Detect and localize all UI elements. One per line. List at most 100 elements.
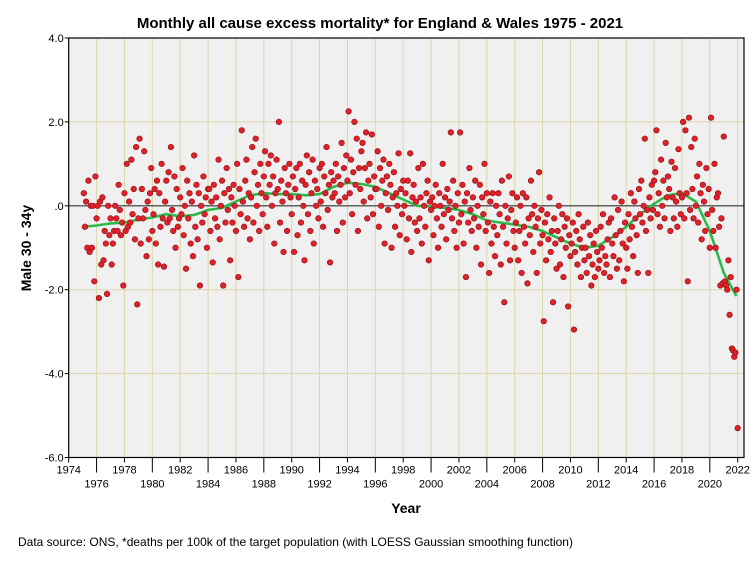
data-point (633, 232, 640, 239)
data-point (668, 158, 675, 165)
data-point (515, 257, 522, 264)
data-point (577, 274, 585, 281)
data-point (213, 194, 220, 201)
data-point (199, 219, 206, 226)
data-point (483, 190, 490, 197)
data-point (369, 211, 377, 218)
data-point (358, 148, 365, 155)
data-point (461, 198, 468, 205)
y-tick-label: .0 (55, 201, 64, 213)
data-point (616, 257, 623, 264)
x-tick-label: 2022 (725, 465, 749, 477)
data-point (385, 206, 392, 214)
data-point (202, 194, 209, 201)
loess-line (82, 181, 738, 297)
x-tick-label: 2012 (586, 479, 610, 491)
data-point (642, 227, 650, 235)
data-point (218, 177, 226, 184)
data-point (247, 194, 255, 201)
data-point (565, 303, 572, 310)
data-point (711, 160, 718, 167)
data-point (171, 173, 178, 180)
data-point (597, 223, 604, 230)
data-point (538, 206, 545, 214)
data-point (168, 206, 176, 214)
data-point (244, 215, 251, 222)
data-point (574, 261, 581, 268)
data-point (207, 227, 214, 235)
data-point (306, 169, 313, 176)
data-point (644, 206, 651, 214)
data-point (296, 160, 303, 167)
data-points (80, 108, 741, 432)
data-point (290, 248, 298, 256)
data-point (596, 257, 603, 264)
data-point (666, 185, 673, 193)
loess-smooth-line (82, 181, 738, 297)
data-point (91, 278, 98, 285)
data-point (119, 219, 126, 226)
data-point (561, 223, 568, 230)
data-point (531, 202, 538, 209)
data-point (439, 160, 446, 167)
data-point (113, 215, 120, 222)
data-point (454, 190, 461, 197)
data-point (315, 215, 322, 222)
data-point (491, 253, 499, 260)
data-point (459, 181, 466, 188)
data-point (396, 232, 403, 239)
data-point (551, 215, 558, 222)
data-point (333, 227, 341, 235)
data-point (144, 198, 151, 205)
data-point (590, 240, 597, 247)
data-point (632, 215, 639, 222)
data-point (545, 236, 552, 243)
x-tick-label: 1984 (196, 479, 220, 491)
data-point (353, 135, 360, 142)
data-point (335, 173, 342, 180)
data-point (712, 244, 719, 251)
data-point (611, 194, 618, 201)
data-point (357, 185, 364, 193)
plot-frame (68, 37, 745, 459)
data-point (475, 223, 482, 230)
data-point (145, 236, 152, 243)
data-point (517, 202, 524, 209)
data-point (209, 259, 216, 266)
data-point (415, 164, 422, 172)
data-point (260, 173, 267, 180)
data-point (193, 181, 200, 188)
data-point (116, 206, 123, 214)
data-point (310, 240, 317, 247)
data-point (146, 190, 154, 197)
data-point (688, 143, 695, 151)
data-point (437, 202, 444, 209)
data-point (469, 194, 476, 201)
data-point (684, 278, 691, 285)
data-point (153, 177, 161, 184)
data-point (389, 194, 396, 201)
data-point (654, 211, 661, 218)
data-point (493, 202, 500, 209)
data-point (286, 160, 293, 167)
data-point (216, 236, 223, 243)
data-point (623, 244, 630, 251)
data-point (100, 257, 107, 264)
data-point (408, 248, 415, 256)
data-point (283, 227, 291, 235)
data-point (339, 219, 346, 226)
data-point (617, 227, 624, 235)
data-point (386, 160, 393, 167)
data-point (289, 173, 296, 180)
data-point (397, 185, 404, 193)
data-point (188, 198, 195, 205)
data-point (508, 206, 515, 214)
data-point (653, 127, 660, 134)
data-point (254, 181, 262, 188)
data-point (610, 253, 617, 260)
x-tick-label: 2002 (447, 465, 471, 477)
data-point (663, 194, 670, 201)
data-point (448, 215, 456, 222)
data-point (198, 202, 205, 209)
data-point (150, 211, 157, 218)
